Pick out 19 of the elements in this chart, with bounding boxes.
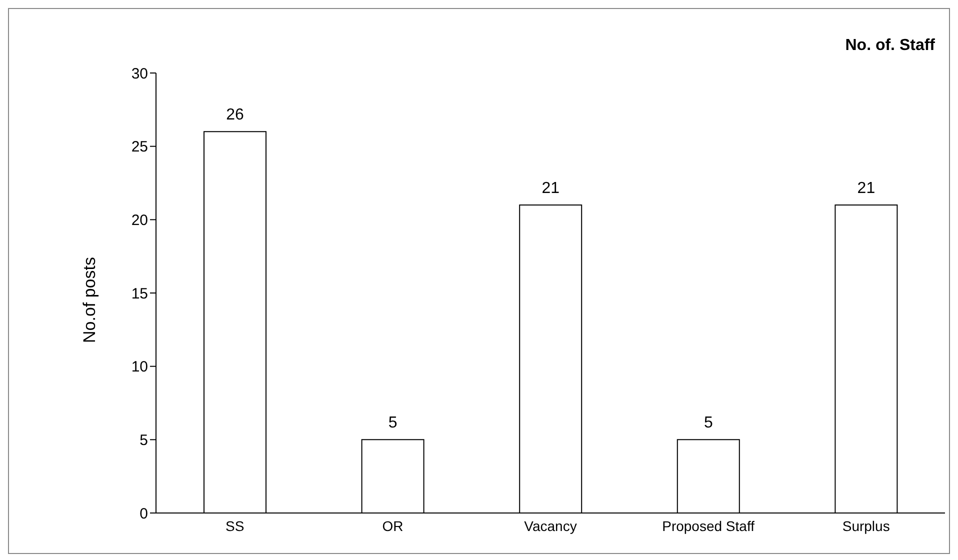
data-label: 21 xyxy=(857,180,876,197)
y-tick-label: 20 xyxy=(131,212,148,229)
x-tick-label: OR xyxy=(382,518,404,534)
data-label: 26 xyxy=(226,106,244,124)
x-tick-label: Vacancy xyxy=(524,518,577,534)
y-tick-label: 10 xyxy=(131,358,148,376)
chart-title: No. of. Staff xyxy=(845,37,935,55)
y-tick-label: 5 xyxy=(140,432,148,449)
y-tick-label: 30 xyxy=(131,65,148,82)
data-label: 5 xyxy=(388,414,398,432)
y-axis-title: No.of posts xyxy=(80,257,100,343)
x-tick-label: Surplus xyxy=(842,518,890,534)
data-label: 21 xyxy=(542,180,560,197)
x-tick-label: Proposed Staff xyxy=(662,518,755,534)
x-tick-label: SS xyxy=(226,518,244,534)
y-tick-label: 25 xyxy=(131,138,148,156)
y-tick-label: 0 xyxy=(140,505,148,522)
data-label: 5 xyxy=(704,414,713,432)
y-tick-label: 15 xyxy=(131,285,148,302)
